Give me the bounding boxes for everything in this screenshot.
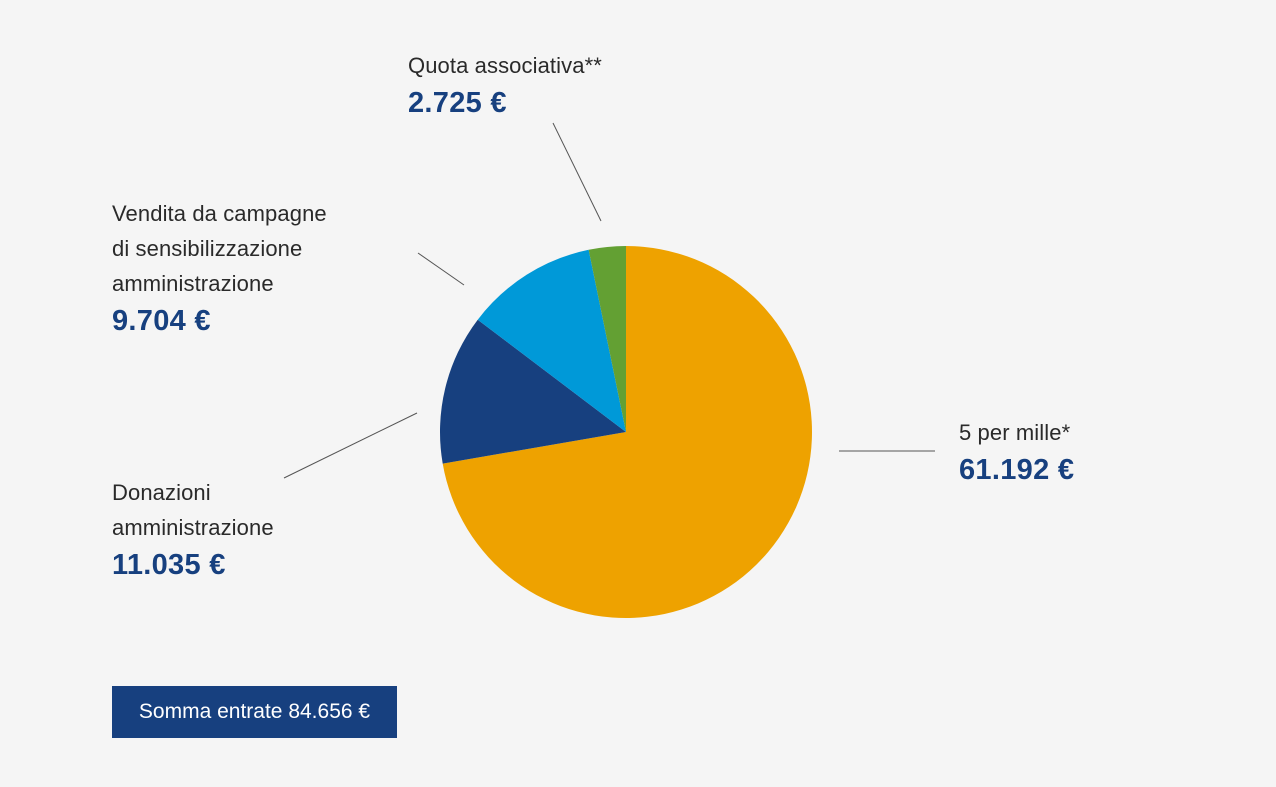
slice-label-text: Donazioni amministrazione	[112, 480, 274, 540]
slice-label-text: Quota associativa**	[408, 53, 602, 78]
pie-slice-donazioni	[439, 319, 626, 464]
pie-slice-vendita	[477, 249, 626, 432]
slice-label-quota-associativa: Quota associativa** 2.725 €	[408, 48, 602, 123]
slice-value: 2.725 €	[408, 87, 507, 119]
slice-value: 11.035 €	[112, 549, 226, 581]
slice-label-donazioni: Donazioni amministrazione 11.035 €	[112, 475, 274, 585]
slice-value: 61.192 €	[959, 454, 1075, 486]
slice-label-text: 5 per mille*	[959, 420, 1071, 445]
slice-label-5-per-mille: 5 per mille* 61.192 €	[959, 415, 1074, 490]
slice-value: 9.704 €	[112, 305, 211, 337]
total-badge: Somma entrate 84.656 €	[112, 686, 397, 738]
slice-label-text: Vendita da campagne di sensibilizzazione…	[112, 201, 327, 296]
leader-line-donazioni	[283, 412, 418, 479]
leader-line-vendita	[417, 252, 465, 286]
pie-slice-5-per-mille	[442, 246, 812, 618]
slice-label-vendita: Vendita da campagne di sensibilizzazione…	[112, 196, 327, 341]
pie-slice-quota-associativa	[588, 245, 626, 432]
leader-line-quota	[552, 122, 602, 222]
